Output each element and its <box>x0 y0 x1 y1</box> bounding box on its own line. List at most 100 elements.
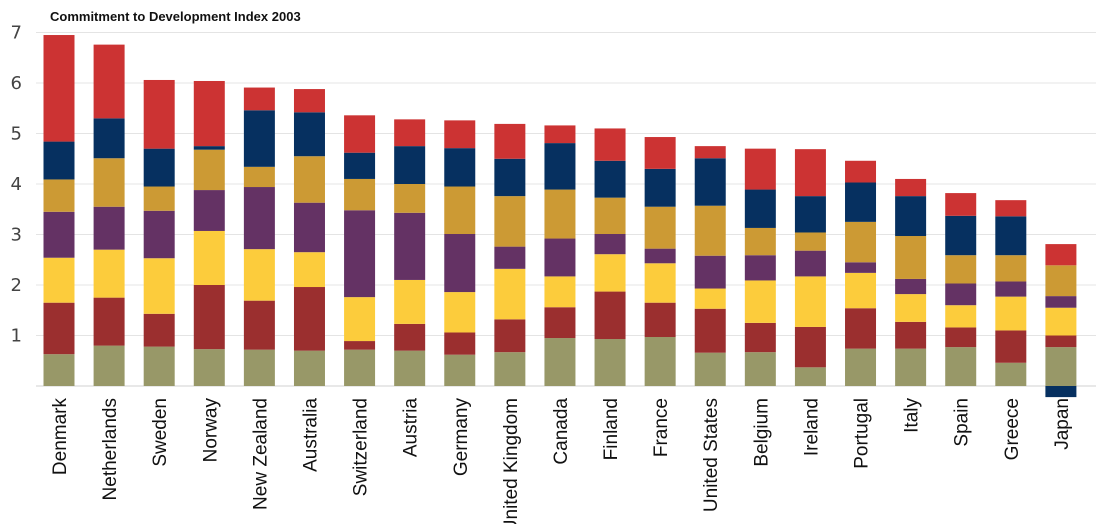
bar-stack <box>1045 244 1077 398</box>
bar-segment <box>43 141 75 180</box>
bar-segment <box>193 146 225 150</box>
bar-segment <box>945 283 977 306</box>
bar-segment <box>794 367 826 386</box>
bar-segment <box>93 249 125 298</box>
y-tick-label: 3 <box>11 225 22 246</box>
bar-segment <box>243 110 275 167</box>
bar-segment <box>794 149 826 197</box>
x-tick-label: France <box>651 398 672 457</box>
x-tick-label: Ireland <box>801 398 822 456</box>
bar-segment <box>494 158 526 197</box>
bar-segment <box>193 285 225 350</box>
bar-segment <box>945 327 977 348</box>
bar-stack <box>845 160 877 386</box>
bar-segment <box>544 143 576 190</box>
bar-segment <box>945 347 977 386</box>
bar-segment <box>1045 335 1077 348</box>
bar-segment <box>444 354 476 386</box>
bar-segment <box>694 158 726 206</box>
bar-segment <box>293 350 325 386</box>
bar-segment <box>945 305 977 328</box>
x-tick-label: Greece <box>1002 398 1023 460</box>
bar-segment <box>995 216 1027 256</box>
bar-segment <box>895 321 927 349</box>
bar-segment <box>444 186 476 234</box>
bar-stack <box>394 119 426 386</box>
bar-segment <box>143 346 175 386</box>
x-tick-label: Spain <box>952 398 973 447</box>
bar-segment <box>243 249 275 301</box>
bar-segment <box>143 210 175 259</box>
bar-segment <box>293 89 325 113</box>
bar-stack <box>93 44 125 386</box>
x-tick-label: Australia <box>300 398 321 472</box>
bar-segment <box>744 280 776 323</box>
bar-segment <box>544 189 576 239</box>
x-tick-label: Finland <box>601 398 622 460</box>
bar-segment <box>344 178 376 211</box>
bar-stack <box>293 89 325 386</box>
bar-segment <box>694 255 726 289</box>
bar-segment <box>895 278 927 295</box>
bar-segment <box>694 146 726 159</box>
bar-segment <box>544 276 576 308</box>
x-tick-label: New Zealand <box>250 398 271 510</box>
bar-segment <box>293 156 325 203</box>
bar-segment <box>594 254 626 292</box>
bar-stack <box>43 35 75 386</box>
bar-segment <box>344 210 376 298</box>
bar-segment <box>694 308 726 353</box>
bar-segment <box>193 230 225 285</box>
y-axis-ticks: 1 2 3 4 5 6 7 <box>11 23 22 347</box>
bar-segment <box>344 349 376 386</box>
bar-segment <box>644 263 676 303</box>
bar-segment <box>193 149 225 191</box>
bar-segment <box>43 211 75 258</box>
bar-stack <box>243 87 275 386</box>
chart-title: Commitment to Development Index 2003 <box>50 9 301 24</box>
bar-segment <box>895 294 927 322</box>
y-tick-label: 1 <box>11 326 22 347</box>
y-tick-label: 7 <box>11 23 22 44</box>
bar-segment <box>1045 386 1077 398</box>
bar-segment <box>794 232 826 251</box>
bar-segment <box>193 190 225 231</box>
y-tick-label: 2 <box>11 275 22 296</box>
bar-segment <box>995 281 1027 297</box>
bar-segment <box>193 349 225 386</box>
bar-segment <box>43 179 75 212</box>
x-tick-label: Denmark <box>50 398 71 476</box>
bar-segment <box>594 233 626 255</box>
x-tick-label: Netherlands <box>100 398 121 500</box>
bar-segment <box>93 44 125 119</box>
bar-segment <box>995 330 1027 363</box>
bars <box>43 35 1077 398</box>
bar-segment <box>43 302 75 355</box>
bar-segment <box>93 158 125 207</box>
bar-segment <box>895 196 927 237</box>
bar-segment <box>1045 265 1077 297</box>
bar-segment <box>394 279 426 324</box>
bar-segment <box>845 182 877 222</box>
bar-stack <box>794 149 826 386</box>
bar-segment <box>945 255 977 284</box>
bar-segment <box>644 337 676 386</box>
x-tick-label: United Kingdom <box>501 398 522 524</box>
bar-segment <box>293 252 325 288</box>
bar-segment <box>1045 347 1077 386</box>
bar-segment <box>694 352 726 386</box>
bar-segment <box>945 193 977 216</box>
bar-segment <box>243 187 275 250</box>
bar-segment <box>444 233 476 293</box>
bar-segment <box>594 291 626 340</box>
bar-segment <box>394 119 426 147</box>
bar-segment <box>394 146 426 184</box>
bar-segment <box>243 349 275 386</box>
bar-segment <box>93 297 125 346</box>
bar-segment <box>1045 244 1077 266</box>
bar-segment <box>895 178 927 197</box>
bar-segment <box>794 326 826 368</box>
bar-segment <box>293 202 325 253</box>
bar-segment <box>644 168 676 207</box>
bar-segment <box>494 352 526 386</box>
